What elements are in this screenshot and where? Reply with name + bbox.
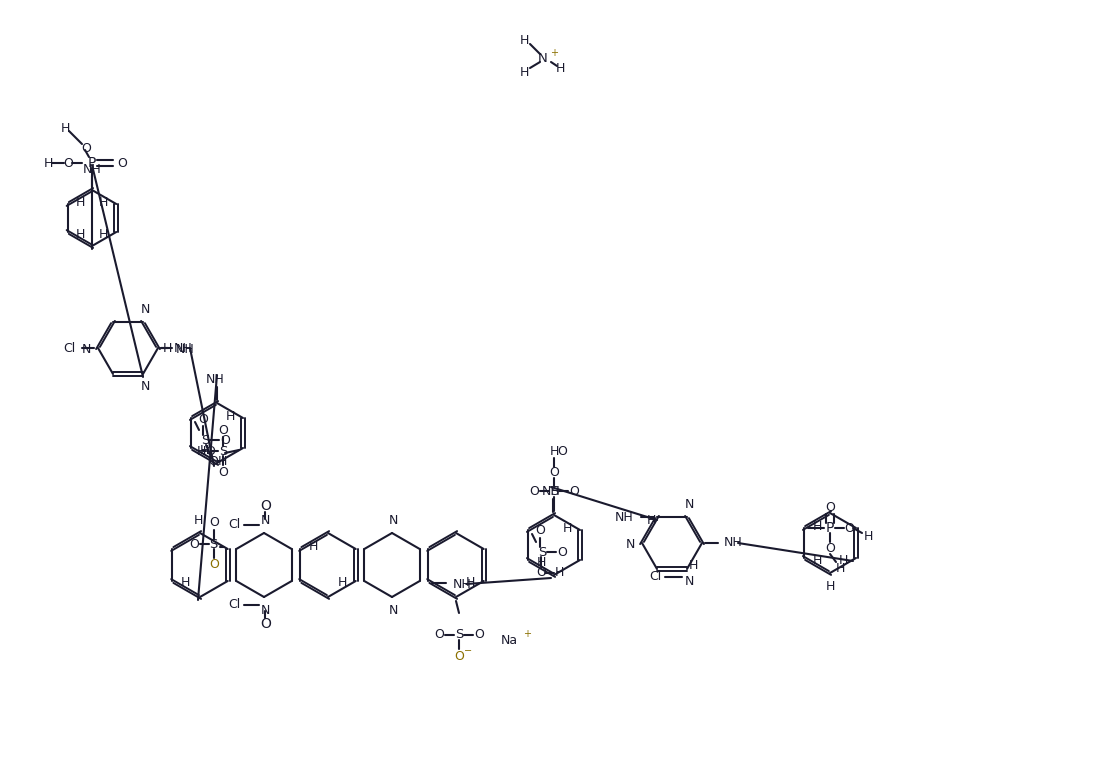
Text: N: N — [684, 497, 694, 510]
Text: N: N — [260, 513, 270, 526]
Text: H: H — [554, 567, 564, 580]
Text: −: − — [464, 646, 473, 656]
Text: H: H — [863, 529, 873, 542]
Text: O: O — [434, 629, 444, 642]
Text: Cl: Cl — [228, 519, 240, 532]
Text: O: O — [536, 567, 546, 580]
Text: O: O — [218, 424, 228, 437]
Text: O: O — [454, 649, 464, 662]
Text: H: H — [835, 562, 845, 575]
Text: H: H — [563, 522, 572, 535]
Text: O: O — [205, 444, 215, 457]
Text: O: O — [63, 157, 73, 170]
Text: O: O — [220, 434, 230, 447]
Text: NH: NH — [542, 484, 560, 497]
Text: O: O — [569, 484, 579, 497]
Text: H: H — [838, 554, 847, 567]
Text: NH: NH — [173, 341, 192, 354]
Text: S: S — [209, 538, 218, 551]
Text: O: O — [844, 522, 854, 535]
Text: O: O — [117, 157, 127, 170]
Text: O: O — [209, 516, 219, 529]
Text: NH: NH — [453, 578, 471, 591]
Text: O: O — [474, 629, 484, 642]
Text: P: P — [88, 156, 96, 170]
Text: N: N — [140, 302, 150, 315]
Text: N: N — [684, 575, 694, 588]
Text: O: O — [189, 538, 199, 551]
Text: H: H — [180, 577, 190, 590]
Text: H: H — [99, 227, 108, 240]
Text: O: O — [557, 444, 567, 457]
Text: H: H — [536, 555, 546, 568]
Text: N: N — [388, 604, 398, 617]
Text: H: H — [646, 513, 656, 526]
Text: S: S — [538, 545, 546, 558]
Text: Cl: Cl — [63, 341, 76, 354]
Text: H: H — [199, 444, 209, 457]
Text: H: H — [519, 34, 528, 47]
Text: Cl: Cl — [228, 598, 240, 611]
Text: H: H — [555, 61, 565, 74]
Text: O: O — [825, 500, 835, 513]
Text: H: H — [193, 513, 202, 526]
Text: H: H — [688, 559, 697, 572]
Text: NH: NH — [176, 343, 195, 356]
Text: O: O — [198, 412, 208, 425]
Text: O: O — [825, 542, 835, 555]
Text: O: O — [208, 454, 218, 467]
Text: H: H — [825, 580, 835, 593]
Text: S: S — [455, 629, 464, 642]
Text: NH: NH — [724, 536, 743, 549]
Text: N: N — [260, 604, 270, 617]
Text: H: H — [60, 122, 70, 135]
Text: H: H — [226, 409, 235, 422]
Text: O: O — [260, 617, 271, 631]
Text: H: H — [76, 227, 86, 240]
Text: N: N — [388, 513, 398, 526]
Text: S: S — [549, 484, 558, 497]
Text: H: H — [813, 554, 822, 567]
Text: H: H — [43, 157, 52, 170]
Text: H: H — [217, 454, 227, 467]
Text: Cl: Cl — [649, 571, 662, 584]
Text: NH: NH — [614, 510, 633, 523]
Text: H: H — [813, 519, 822, 532]
Text: H: H — [309, 541, 318, 554]
Text: O: O — [557, 545, 567, 558]
Text: N: N — [625, 538, 635, 551]
Text: N: N — [538, 51, 548, 64]
Text: H: H — [466, 577, 476, 590]
Text: P: P — [826, 521, 834, 535]
Text: O: O — [529, 484, 539, 497]
Text: N: N — [81, 343, 91, 356]
Text: O: O — [535, 525, 545, 538]
Text: S: S — [201, 434, 209, 447]
Text: H: H — [197, 444, 206, 457]
Text: O: O — [260, 499, 271, 513]
Text: O: O — [81, 142, 91, 155]
Text: H: H — [76, 196, 86, 209]
Text: N: N — [140, 380, 150, 393]
Text: +: + — [523, 629, 532, 639]
Text: +: + — [550, 48, 558, 58]
Text: H: H — [99, 196, 108, 209]
Text: H: H — [163, 341, 172, 354]
Text: Na: Na — [500, 633, 517, 646]
Text: H: H — [519, 66, 528, 79]
Text: H: H — [338, 577, 347, 590]
Text: O: O — [218, 465, 228, 478]
Text: NH: NH — [82, 162, 101, 175]
Text: S: S — [219, 444, 227, 457]
Text: H: H — [549, 444, 558, 457]
Text: NH: NH — [206, 373, 225, 386]
Text: O: O — [209, 558, 219, 571]
Text: O: O — [549, 465, 559, 478]
